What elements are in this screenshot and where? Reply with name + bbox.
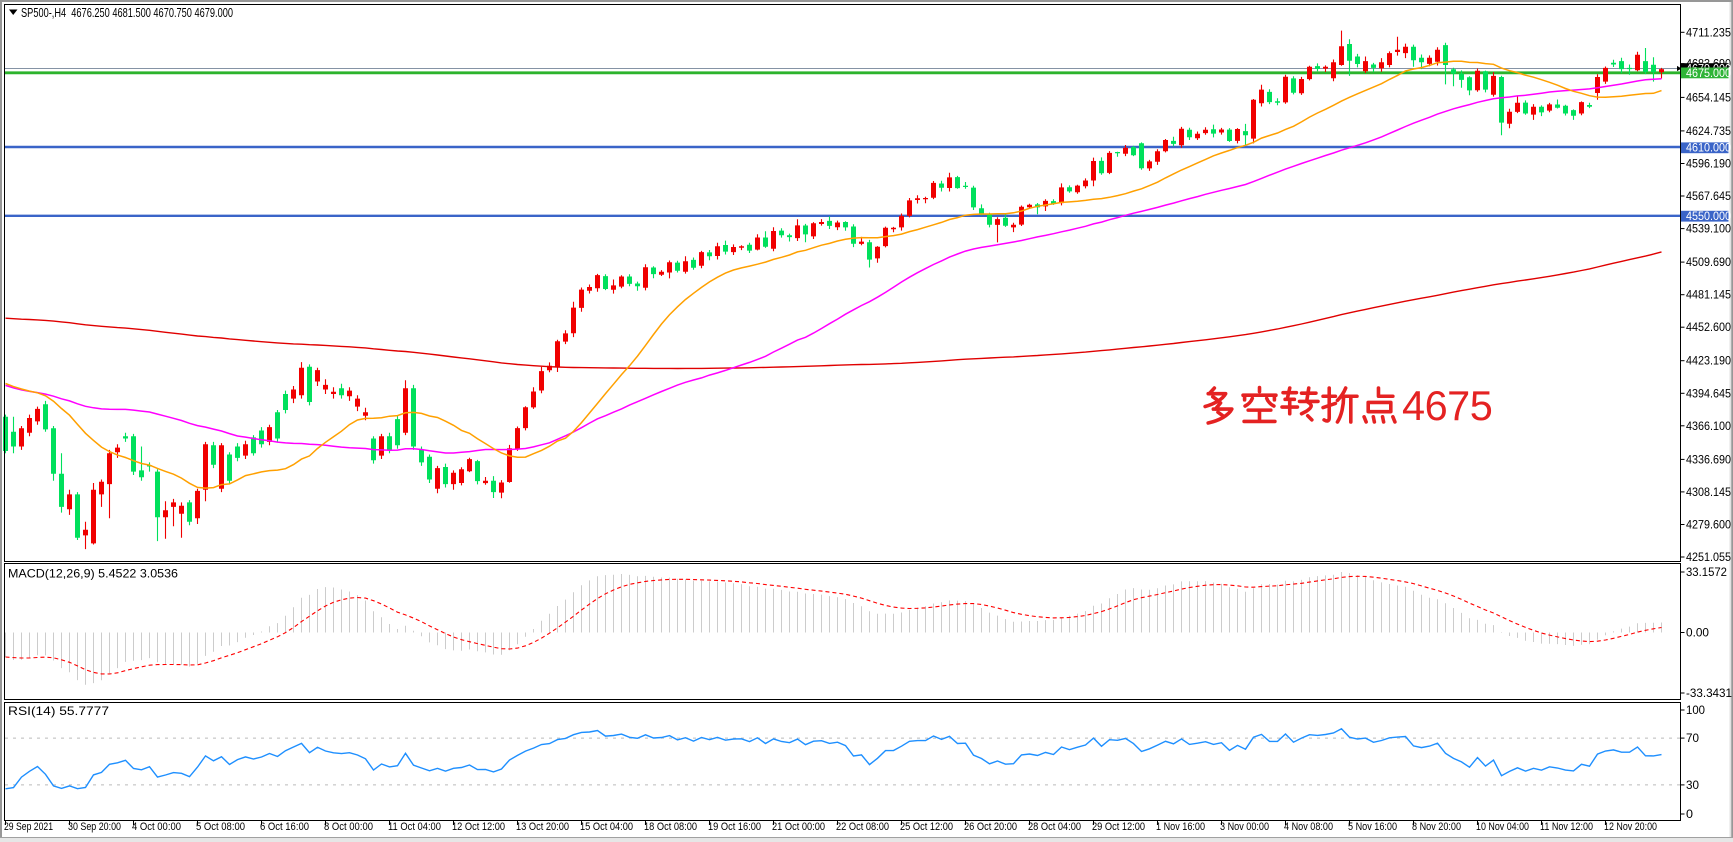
svg-text:4596.190: 4596.190 (1686, 158, 1731, 171)
svg-text:4610.000: 4610.000 (1686, 142, 1731, 155)
svg-text:30 Sep 20:00: 30 Sep 20:00 (68, 821, 121, 833)
svg-text:4279.600: 4279.600 (1686, 519, 1731, 532)
svg-text:26 Oct 20:00: 26 Oct 20:00 (964, 821, 1017, 833)
svg-text:11 Oct 04:00: 11 Oct 04:00 (388, 821, 441, 833)
svg-text:4481.145: 4481.145 (1686, 289, 1731, 302)
svg-text:4654.145: 4654.145 (1686, 91, 1731, 104)
svg-text:4 Oct 00:00: 4 Oct 00:00 (132, 821, 181, 833)
svg-text:4 Nov 08:00: 4 Nov 08:00 (1284, 821, 1333, 833)
svg-text:33.1572: 33.1572 (1686, 566, 1727, 579)
svg-text:18 Oct 08:00: 18 Oct 08:00 (644, 821, 697, 833)
svg-text:6 Oct 16:00: 6 Oct 16:00 (260, 821, 309, 833)
svg-text:5 Oct 08:00: 5 Oct 08:00 (196, 821, 245, 833)
svg-text:70: 70 (1686, 732, 1699, 745)
svg-text:29 Oct 12:00: 29 Oct 12:00 (1092, 821, 1145, 833)
svg-text:0.00: 0.00 (1686, 627, 1709, 640)
svg-text:4336.690: 4336.690 (1686, 453, 1731, 466)
svg-text:4624.735: 4624.735 (1686, 125, 1731, 138)
svg-text:4539.100: 4539.100 (1686, 223, 1731, 236)
svg-text:MACD(12,26,9) 5.4522 3.0536: MACD(12,26,9) 5.4522 3.0536 (8, 568, 178, 581)
svg-text:19 Oct 16:00: 19 Oct 16:00 (708, 821, 761, 833)
svg-text:8 Nov 20:00: 8 Nov 20:00 (1412, 821, 1461, 833)
svg-text:1 Nov 16:00: 1 Nov 16:00 (1156, 821, 1205, 833)
svg-text:RSI(14) 55.7777: RSI(14) 55.7777 (8, 705, 109, 718)
svg-text:12 Nov 20:00: 12 Nov 20:00 (1604, 821, 1657, 833)
svg-text:3 Nov 00:00: 3 Nov 00:00 (1220, 821, 1269, 833)
svg-text:4251.055: 4251.055 (1686, 551, 1731, 564)
svg-text:4394.645: 4394.645 (1686, 387, 1731, 400)
svg-text:12 Oct 12:00: 12 Oct 12:00 (452, 821, 505, 833)
svg-text:21 Oct 00:00: 21 Oct 00:00 (772, 821, 825, 833)
svg-text:4550.000: 4550.000 (1686, 210, 1731, 223)
svg-text:4675: 4675 (1402, 382, 1492, 429)
svg-text:30: 30 (1686, 779, 1699, 792)
svg-text:11 Nov 12:00: 11 Nov 12:00 (1540, 821, 1593, 833)
svg-text:4711.235: 4711.235 (1686, 26, 1731, 39)
svg-text:0: 0 (1686, 808, 1693, 821)
svg-text:-33.3431: -33.3431 (1686, 687, 1732, 700)
svg-text:4675.000: 4675.000 (1686, 67, 1731, 80)
svg-text:29 Sep 2021: 29 Sep 2021 (4, 821, 53, 833)
svg-text:10 Nov 04:00: 10 Nov 04:00 (1476, 821, 1529, 833)
svg-text:4423.190: 4423.190 (1686, 355, 1731, 368)
svg-text:25 Oct 12:00: 25 Oct 12:00 (900, 821, 953, 833)
svg-text:13 Oct 20:00: 13 Oct 20:00 (516, 821, 569, 833)
svg-text:SP500-,H4 4676.250 4681.500 4: SP500-,H4 4676.250 4681.500 4670.750 467… (21, 6, 233, 20)
svg-text:4452.600: 4452.600 (1686, 321, 1731, 334)
svg-text:4308.145: 4308.145 (1686, 486, 1731, 499)
svg-text:4509.690: 4509.690 (1686, 256, 1731, 269)
svg-text:28 Oct 04:00: 28 Oct 04:00 (1028, 821, 1081, 833)
svg-text:5 Nov 16:00: 5 Nov 16:00 (1348, 821, 1397, 833)
svg-text:15 Oct 04:00: 15 Oct 04:00 (580, 821, 633, 833)
svg-text:100: 100 (1686, 704, 1705, 717)
svg-text:22 Oct 08:00: 22 Oct 08:00 (836, 821, 889, 833)
svg-text:4567.645: 4567.645 (1686, 190, 1731, 203)
svg-text:8 Oct 00:00: 8 Oct 00:00 (324, 821, 373, 833)
svg-text:4366.100: 4366.100 (1686, 420, 1731, 433)
